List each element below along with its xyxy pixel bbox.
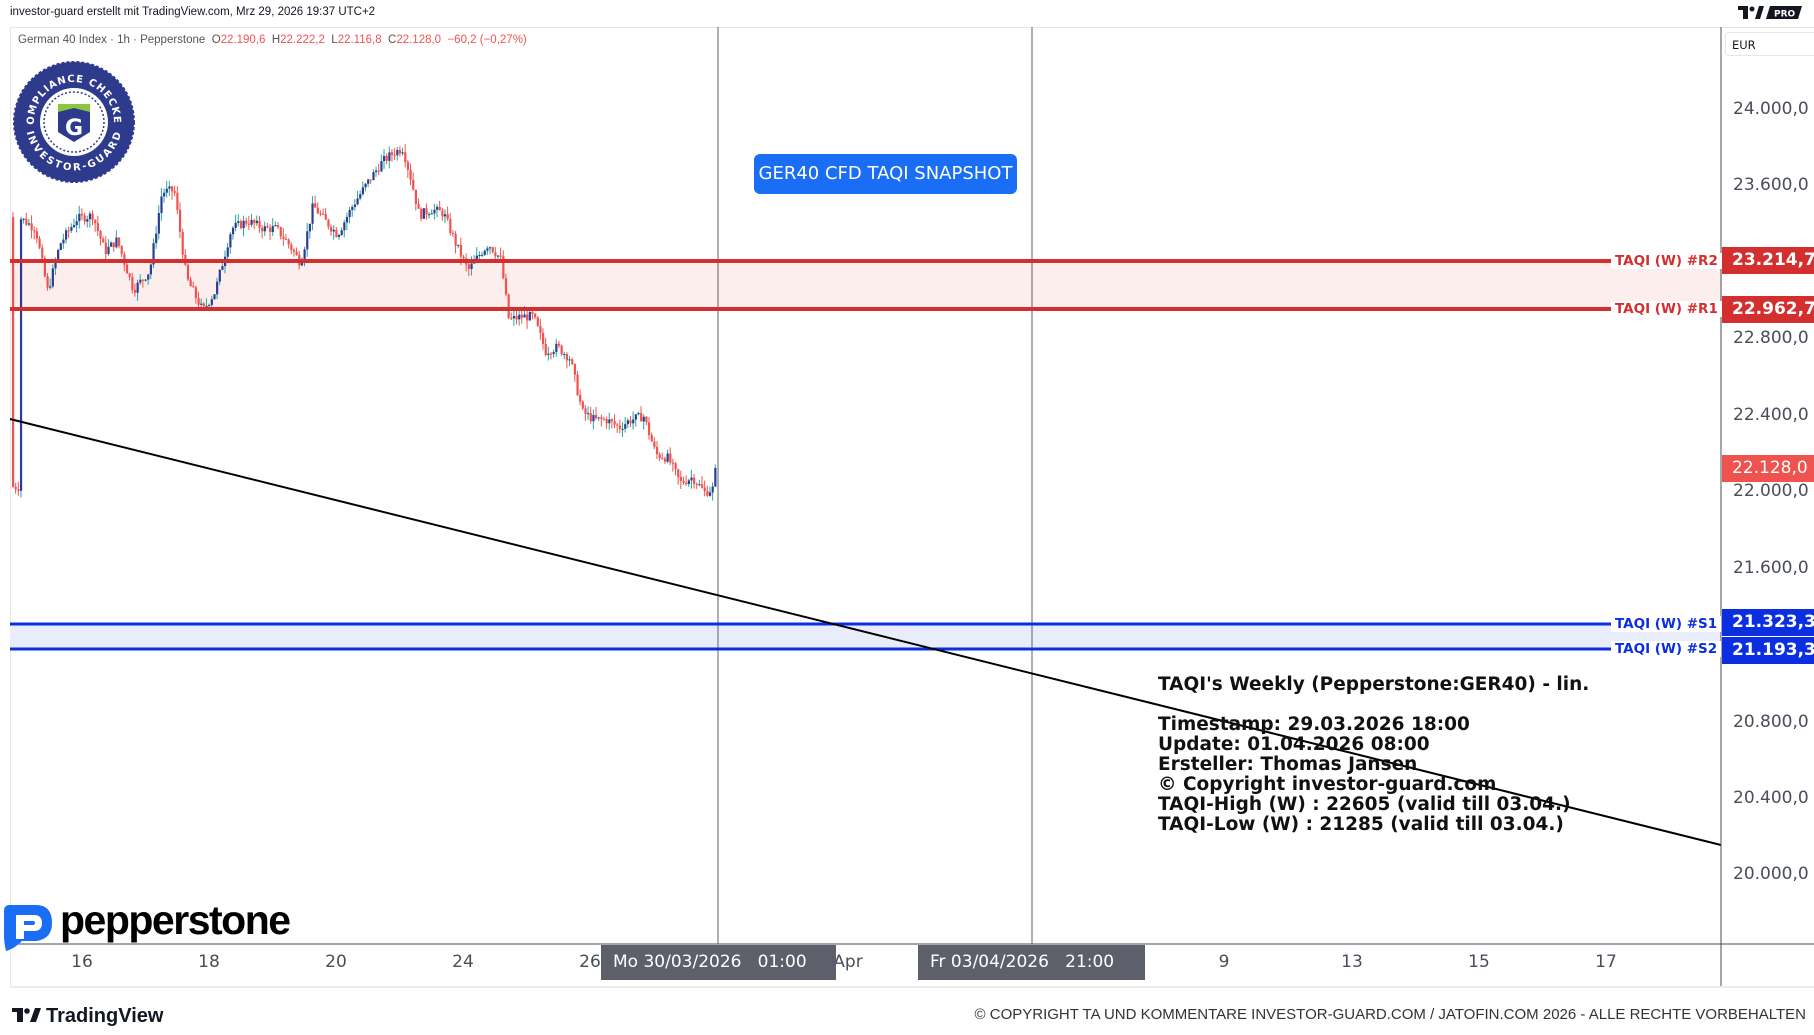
candlestick-series	[12, 143, 717, 501]
tradingview-logo[interactable]: TradingView	[12, 1005, 163, 1028]
time-tick: 24	[452, 952, 474, 972]
price-tick: 23.600,0	[1733, 175, 1809, 195]
time-tick: 17	[1595, 952, 1617, 972]
time-tick: Apr	[833, 952, 863, 972]
notes-line: TAQI-High (W) : 22605 (valid till 03.04.…	[1158, 794, 1571, 815]
copyright-footer: © COPYRIGHT TA UND KOMMENTARE INVESTOR-G…	[974, 1006, 1806, 1023]
time-tick: 13	[1341, 952, 1363, 972]
high-label: H	[271, 34, 281, 46]
price-tick: 24.000,0	[1733, 99, 1809, 119]
svg-text:PRO: PRO	[1774, 10, 1796, 20]
price-tick: 20.400,0	[1733, 788, 1809, 808]
price-tick: 20.800,0	[1733, 712, 1809, 732]
ohlc-legend: German 40 Index · 1h · Pepperstone O22.1…	[18, 34, 527, 46]
currency-selector[interactable]: EUR	[1725, 32, 1814, 56]
chart-title: investor-guard erstellt mit TradingView.…	[10, 6, 376, 18]
low-value: 22.116,8	[337, 34, 382, 46]
notes-line: Ersteller: Thomas Jansen	[1158, 754, 1418, 775]
price-tick: 22.800,0	[1733, 328, 1809, 348]
crosshair-time-label-1: Mo 30/03/2026 01:00	[601, 945, 836, 980]
price-tick: 21.600,0	[1733, 558, 1809, 578]
svg-text:G: G	[65, 116, 83, 141]
open-value: 22.190,6	[220, 34, 266, 46]
resistance-zone	[10, 261, 1721, 309]
level-label-r1: TAQI (W) #R1	[1611, 301, 1722, 317]
time-tick: 9	[1218, 952, 1230, 972]
header-bar: investor-guard erstellt mit TradingView.…	[0, 0, 1814, 27]
price-tag-s2: 21.193,3	[1722, 637, 1814, 664]
trendline[interactable]	[9, 418, 1722, 846]
level-label-s2: TAQI (W) #S2	[1611, 641, 1722, 657]
symbol-info: German 40 Index · 1h · Pepperstone	[18, 34, 206, 46]
price-tag-r2: 23.214,7	[1722, 247, 1814, 274]
pepperstone-p-icon	[4, 905, 52, 951]
notes-line: Timestamp: 29.03.2026 18:00	[1158, 714, 1470, 735]
support-zone	[10, 624, 1721, 649]
price-tag-r1: 22.962,7	[1722, 296, 1814, 323]
last-price-tag: 22.128,0	[1722, 455, 1814, 482]
price-tick: 22.400,0	[1733, 405, 1809, 425]
time-tick: 16	[71, 952, 93, 972]
analysis-notes: TAQI's Weekly (Pepperstone:GER40) - lin.…	[1158, 675, 1589, 835]
change-value: −60,2 (−0,27%)	[447, 34, 527, 46]
level-label-r2: TAQI (W) #R2	[1611, 253, 1722, 269]
notes-line: © Copyright investor-guard.com	[1158, 774, 1497, 795]
close-value: 22.128,0	[396, 34, 442, 46]
time-tick: 18	[198, 952, 220, 972]
time-tick: 20	[325, 952, 347, 972]
open-label: O	[211, 34, 221, 46]
snapshot-label[interactable]: GER40 CFD TAQI SNAPSHOT	[754, 154, 1017, 194]
notes-line: TAQI-Low (W) : 21285 (valid till 03.04.)	[1158, 814, 1564, 835]
tradingview-pro-badge-icon: PRO	[1738, 6, 1802, 20]
pepperstone-wordmark: pepperstone	[60, 897, 291, 943]
time-tick: 26	[579, 952, 601, 972]
low-label: L	[331, 34, 338, 46]
time-tick: 15	[1468, 952, 1490, 972]
price-tag-s1: 21.323,3	[1722, 609, 1814, 636]
notes-title: TAQI's Weekly (Pepperstone:GER40) - lin.	[1158, 674, 1590, 695]
high-value: 22.222,2	[280, 34, 325, 46]
price-tick: 22.000,0	[1733, 481, 1809, 501]
price-tick: 20.000,0	[1733, 864, 1809, 884]
level-label-s1: TAQI (W) #S1	[1611, 616, 1722, 632]
notes-line: Update: 01.04.2026 08:00	[1158, 734, 1430, 755]
tradingview-wordmark: TradingView	[46, 1005, 164, 1027]
chart-panel[interactable]	[10, 27, 1814, 988]
crosshair-time-label-2: Fr 03/04/2026 21:00	[918, 945, 1145, 980]
tradingview-logo-icon	[12, 1008, 41, 1022]
compliance-badge-icon: COMPLIANCE CHECKED INVESTOR-GUARD G	[12, 60, 135, 183]
close-label: C	[388, 34, 397, 46]
